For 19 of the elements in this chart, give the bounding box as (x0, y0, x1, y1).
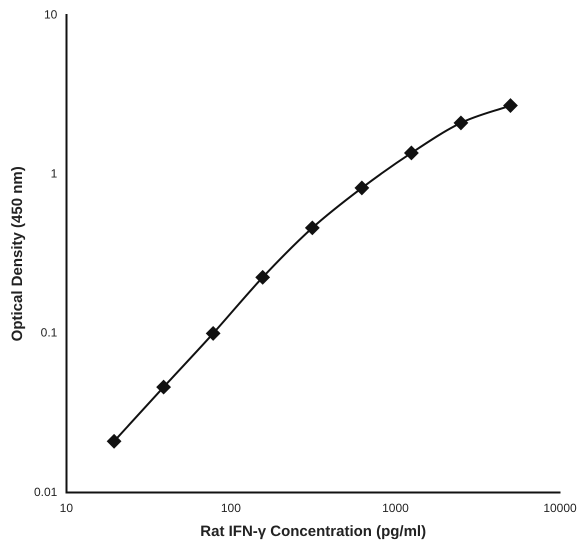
point (404, 146, 418, 160)
y-tick-label: 10 (44, 7, 58, 22)
point (305, 220, 320, 235)
y-tick-label: 0.1 (40, 326, 58, 340)
point (256, 270, 270, 284)
x-axis-title: Rat IFN-γ Concentration (pg/ml) (200, 523, 426, 540)
point (107, 434, 122, 448)
x-tick-label: 100 (220, 501, 242, 516)
x-tick-label: 10 (60, 501, 74, 516)
point (354, 180, 369, 195)
point (454, 116, 468, 130)
point (503, 98, 518, 113)
x-tick-label: 10000 (543, 501, 578, 516)
x-tick-label: 1000 (382, 501, 410, 516)
y-axis-title: Optical Density (450 nm) (9, 166, 26, 342)
y-tick-label: 0.01 (34, 484, 58, 499)
point (206, 326, 220, 340)
y-tick-label: 1 (50, 166, 58, 181)
point (156, 380, 171, 394)
